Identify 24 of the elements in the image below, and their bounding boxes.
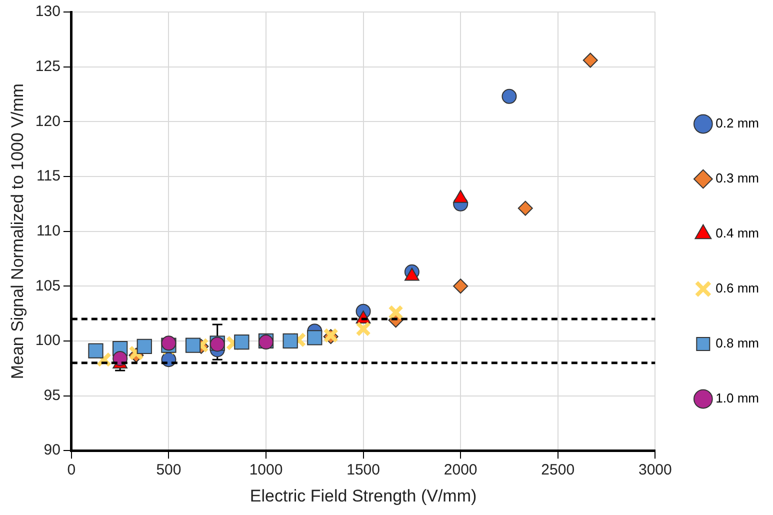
x-tick-label: 2500 [541, 462, 575, 479]
x-tick-label: 500 [156, 462, 182, 479]
y-tick-label: 95 [44, 386, 60, 404]
x-tick-label: 2000 [444, 462, 478, 479]
legend-label: 0.3 mm [716, 170, 759, 186]
y-axis-title: Mean Signal Normalized to 1000 V/mm [8, 83, 27, 380]
x-tick-label: 1500 [346, 462, 380, 479]
legend-label: 0.6 mm [716, 280, 759, 296]
y-tick-label: 105 [35, 277, 60, 294]
y-tick-label: 90 [44, 442, 60, 459]
legend-label: 0.4 mm [716, 226, 759, 241]
y-tick-label: 100 [35, 332, 60, 350]
x-axis-title: Electric Field Strength (V/mm) [250, 486, 477, 506]
x-tick-label: 3000 [638, 462, 672, 479]
y-tick-label: 115 [36, 168, 60, 185]
legend-label: 0.2 mm [716, 116, 759, 131]
y-tick-label: 125 [35, 58, 60, 75]
legend-label: 0.8 mm [716, 336, 759, 351]
y-tick-label: 120 [35, 112, 60, 130]
x-tick-label: 0 [67, 462, 76, 479]
y-tick-label: 110 [36, 222, 60, 240]
x-tick-label: 1000 [249, 462, 283, 479]
y-tick-label: 130 [35, 3, 60, 20]
legend-label: 1.0 mm [716, 390, 759, 406]
